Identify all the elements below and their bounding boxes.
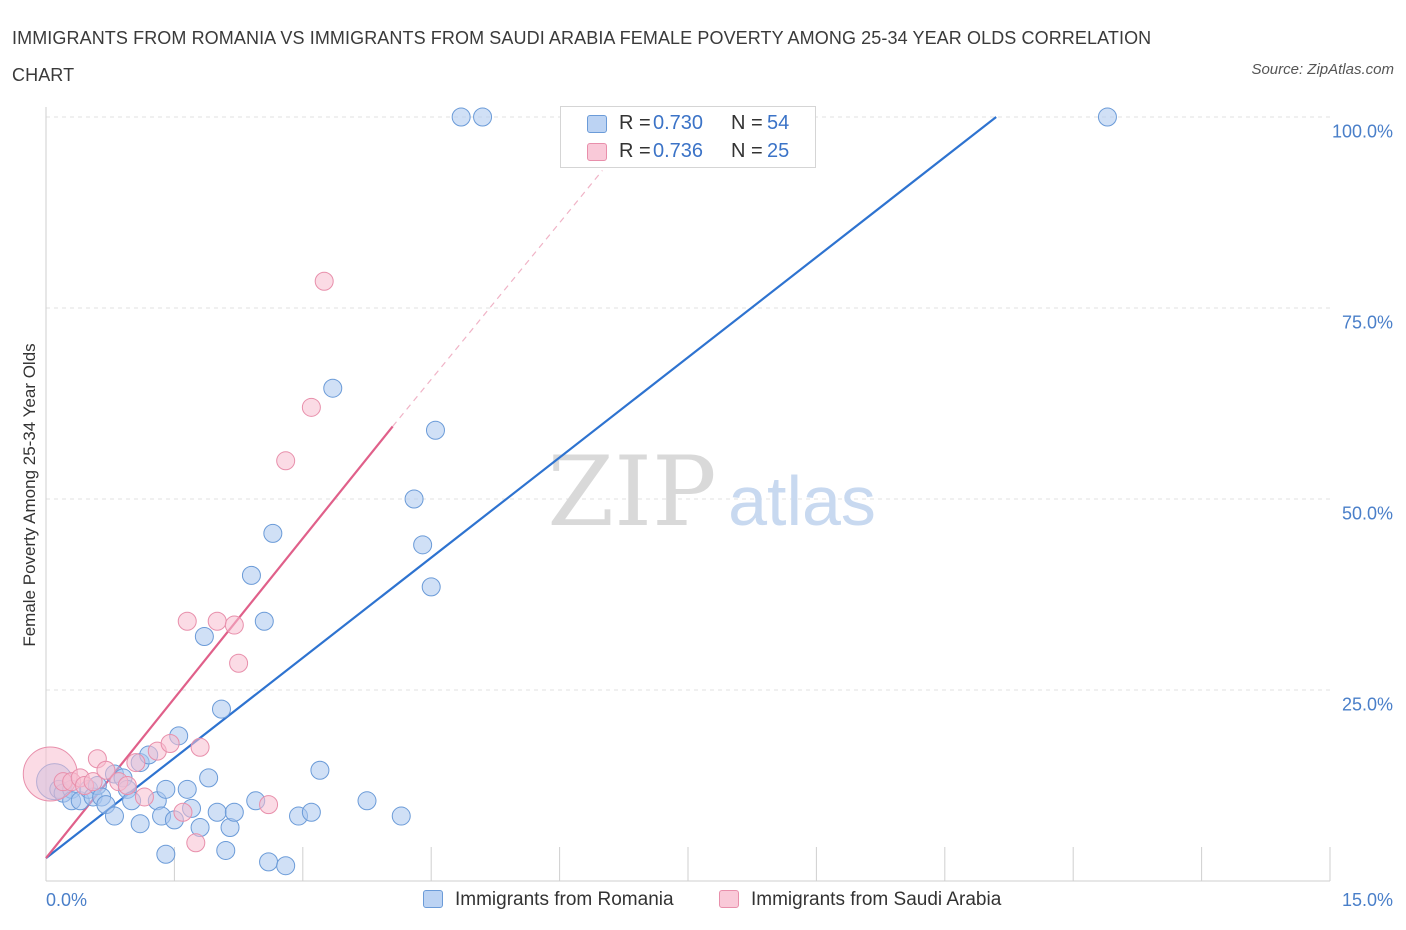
romania-point-34 (224, 802, 244, 822)
y-tick-label-25: 25.0% (1341, 694, 1393, 715)
source-label: Source: ZipAtlas.com (1251, 61, 1394, 78)
romania-point-52 (473, 107, 493, 127)
saudi-legend-label: Immigrants from Saudi Arabia (751, 889, 1002, 910)
romania-point-28 (194, 627, 214, 647)
saudi-point-21 (259, 795, 279, 815)
x-tick-max: 15.0% (1341, 890, 1393, 910)
romania-point-32 (216, 840, 236, 860)
romania-swatch (587, 115, 607, 133)
saudi-point-5 (83, 772, 103, 792)
saudi-point-14 (173, 802, 193, 822)
y-tick-label-50: 50.0% (1341, 503, 1393, 524)
saudi-point-20 (229, 653, 249, 673)
romania-point-50 (425, 420, 445, 440)
romania-trend-line (45, 116, 997, 859)
saudi-point-11 (134, 787, 154, 807)
romania-point-30 (207, 802, 227, 822)
watermark-zip: ZIP (547, 436, 716, 548)
saudi-trend-extension (392, 170, 603, 427)
romania-point-17 (130, 814, 150, 834)
romania-point-51 (451, 107, 471, 127)
romania-point-44 (323, 378, 343, 398)
correlation-legend: R = 0.730 N = 54 R = 0.736 N = 25 (560, 106, 816, 168)
romania-point-35 (241, 565, 261, 585)
x-tick-min: 0.0% (46, 890, 88, 910)
romania-point-45 (357, 791, 377, 811)
saudi-swatch (587, 143, 607, 161)
legend-item-romania: Immigrants from Romania (423, 889, 674, 911)
saudi-point-24 (314, 271, 334, 291)
saudi-point-7 (96, 760, 116, 780)
romania-point-21 (156, 779, 176, 799)
romania-point-42 (301, 802, 321, 822)
romania-point-49 (421, 577, 441, 597)
romania-legend-label: Immigrants from Romania (455, 889, 674, 910)
grid-lines (46, 116, 1330, 691)
romania-point-43 (310, 760, 330, 780)
romania-point-37 (254, 611, 274, 631)
saudi-legend-swatch (719, 890, 739, 908)
legend-item-saudi: Immigrants from Saudi Arabia (719, 889, 1001, 911)
romania-point-47 (404, 489, 424, 509)
saudi-point-16 (186, 833, 206, 853)
saudi-point-9 (117, 776, 137, 795)
romania-point-39 (263, 523, 283, 543)
y-tick-label-100: 100.0% (1331, 121, 1393, 142)
romania-n-value: 54 (767, 112, 790, 134)
romania-point-22 (156, 844, 176, 864)
watermark: ZIP atlas (547, 436, 876, 548)
data-points (22, 107, 1117, 876)
saudi-point-23 (301, 397, 321, 417)
romania-point-29 (199, 768, 219, 788)
saudi-point-22 (276, 451, 296, 471)
romania-legend-swatch (423, 890, 443, 908)
saudi-point-10 (126, 753, 146, 773)
romania-r-value: 0.730 (653, 112, 704, 134)
saudi-point-15 (177, 611, 197, 631)
romania-point-53 (1097, 107, 1117, 127)
y-tick-label-75: 75.0% (1341, 312, 1393, 333)
romania-point-31 (211, 699, 231, 719)
romania-point-48 (413, 535, 433, 555)
romania-point-38 (259, 852, 279, 872)
romania-point-40 (276, 856, 296, 876)
saudi-r-value: 0.736 (653, 140, 704, 162)
saudi-point-13 (160, 733, 180, 753)
saudi-point-19 (224, 615, 244, 635)
saudi-point-17 (190, 737, 210, 757)
saudi-point-18 (207, 611, 227, 631)
chart-title: IMMIGRANTS FROM ROMANIA VS IMMIGRANTS FR… (12, 28, 1152, 85)
romania-point-11 (104, 806, 124, 826)
saudi-n-value: 25 (767, 140, 790, 162)
romania-point-46 (391, 806, 411, 826)
romania-point-25 (177, 779, 197, 799)
watermark-atlas: atlas (728, 462, 876, 540)
